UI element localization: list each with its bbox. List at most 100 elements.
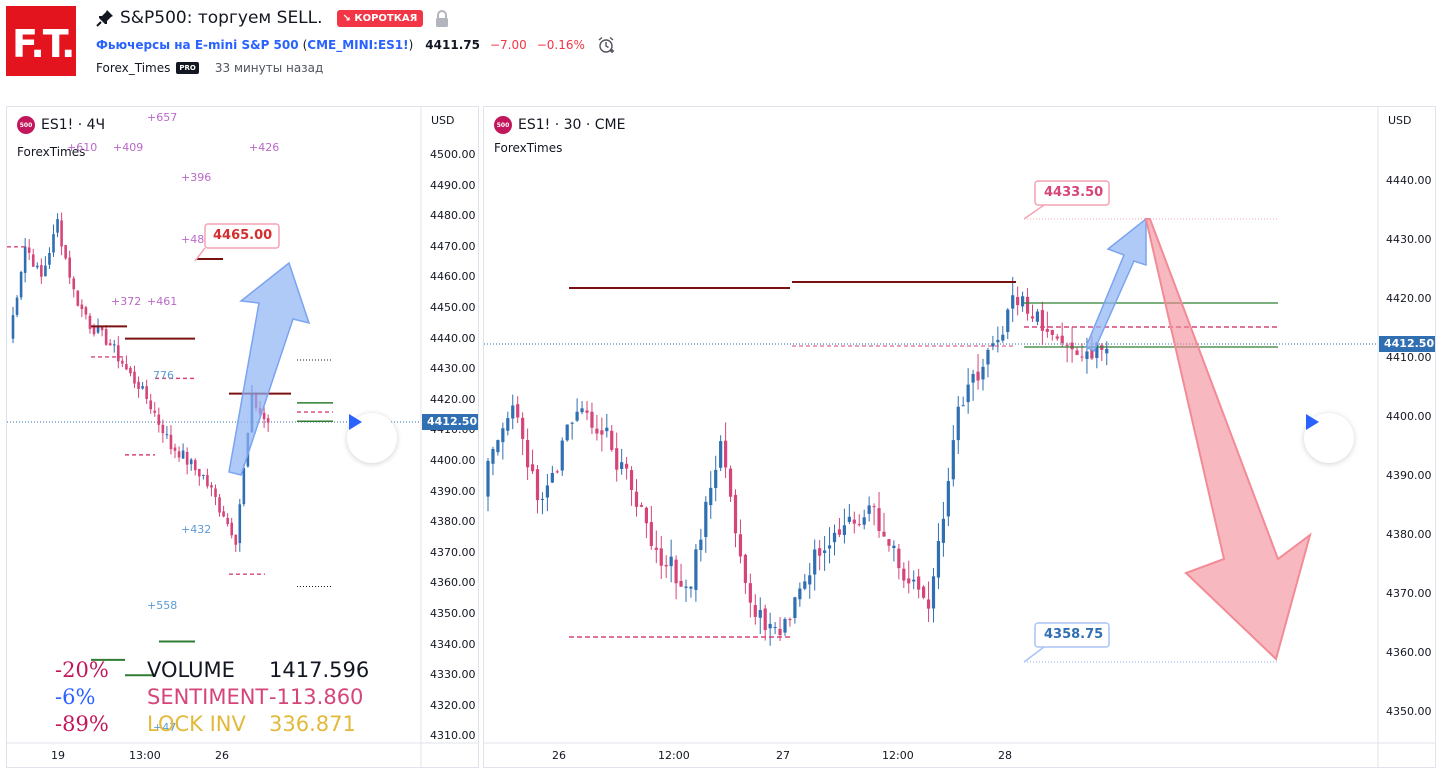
price-tick-label: 4320.00 [430,698,476,712]
candle-body [112,344,116,346]
price-tick-label: 4440.00 [1386,174,1432,187]
candle-body [161,424,165,434]
candle-body [565,424,569,441]
bullish-arrow [228,261,311,476]
price-box-frame [1034,180,1110,206]
target-price-label: 4465.00 [213,228,273,243]
candle-body [108,343,112,346]
candle-body [837,529,842,535]
candle-body [570,422,574,424]
candle-body [526,440,530,468]
candle-body [862,517,866,525]
price-box-pointer [1023,646,1045,663]
candle-body [36,265,39,268]
candle-body [753,605,757,617]
upper-target-label: 4433.50 [1044,185,1104,200]
symbol-name-link[interactable]: Фьючерсы на E-mini S&P 500 [96,38,299,52]
candle-body [214,488,217,498]
candle-body [798,588,802,600]
candle-body [664,564,668,567]
left-chart-pane[interactable]: 500 ES1! · 4Ч ForexTimes USD 4500.00 4490… [6,106,479,768]
time-tick-label: 12:00 [658,749,690,762]
delta-annotation: +48 [181,233,205,246]
candle-body [748,583,752,603]
price-tick-label: 4360.00 [1386,646,1432,659]
candle-body [100,325,104,331]
indicator-pct: -20% [55,658,109,682]
candle-body [117,345,120,362]
candle-body [218,497,221,513]
delta-annotation: +610 [67,141,98,154]
price-tick-label: 4440.00 [430,331,476,345]
candle-body [961,405,965,407]
delta-annotation: +372 [111,295,142,308]
candle-body [674,559,678,584]
candle-body [867,505,871,514]
bullish-arrow [1085,217,1147,353]
price-tick-label: 4450.00 [430,301,476,314]
price-tick-label: 4350.00 [1386,705,1432,718]
price-box-pointer [1023,204,1045,220]
candle-body [931,576,936,609]
right-chart-title[interactable]: ES1! · 30 · CME [518,117,626,133]
candle-body [540,498,545,500]
author-logo[interactable]: F.T. [6,6,76,76]
candle-body [892,545,896,549]
candle-body [768,623,772,629]
candle-body [84,307,88,315]
left-replay-button[interactable] [347,413,397,463]
candle-body [733,494,738,534]
candle-body [877,508,881,532]
candle-body [165,434,169,436]
candle-body [639,505,644,507]
price-box-pointer [194,247,206,262]
delta-annotation: +47 [153,721,177,734]
left-currency-label: USD [431,114,455,127]
candle-body [738,534,743,557]
candle-body [1075,350,1079,355]
candle-body [23,246,27,273]
candle-body [941,518,945,543]
symbol-code-link[interactable]: CME_MINI:ES1! [307,38,409,52]
symbol-paren-close: ) [408,38,414,52]
candle-body [48,253,51,265]
right-chart-canvas[interactable] [484,107,1436,768]
candle-body [1050,330,1054,335]
author-name[interactable]: Forex_Times [96,61,171,75]
candle-body [882,531,886,537]
candle-body [121,360,124,364]
candle-body [149,400,152,410]
indicator-value: 336.871 [269,712,356,736]
candle-body [491,448,495,464]
left-chart-title[interactable]: ES1! · 4Ч [41,117,106,133]
candle-body [580,408,584,413]
candle-body [189,459,193,465]
candle-body [585,410,589,413]
candle-body [679,580,683,587]
candle-body [600,430,604,435]
price-tick-label: 4430.00 [430,362,476,376]
candle-body [996,339,1000,343]
candle-body [56,219,59,233]
right-replay-button[interactable] [1304,413,1354,463]
price-tick-label: 4390.00 [430,484,476,498]
candle-body [872,506,876,508]
candle-body [1040,310,1044,331]
spacer [569,299,790,317]
candle-body [31,254,35,267]
time-tick-label: 12:00 [882,749,914,762]
candle-body [743,554,747,583]
candle-body [521,417,525,439]
delta-annotation: +432 [181,523,212,536]
candle-body [133,371,136,384]
candle-body [827,545,832,549]
candle-body [634,491,639,507]
candle-body [659,548,663,566]
left-chart-canvas[interactable] [7,107,479,768]
idea-title: S&P500: торгуем SELL. [120,8,323,28]
candle-body [92,327,96,335]
alarm-clock-icon[interactable] [597,36,615,54]
candle-body [793,597,797,618]
right-chart-pane[interactable]: 500 ES1! · 30 · CME ForexTimes USD 4440.… [483,106,1436,768]
direction-badge: ↘ КОРОТКАЯ [336,9,424,27]
